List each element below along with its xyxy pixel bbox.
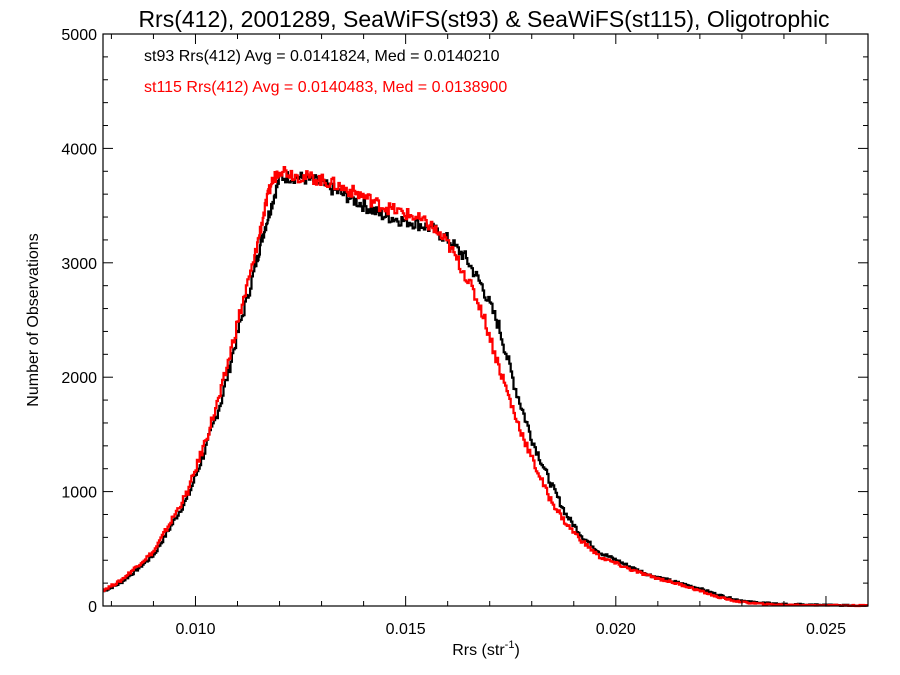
x-tick-label: 0.015: [386, 621, 426, 638]
x-axis-label-main: Rrs (str: [452, 642, 505, 659]
series-line-st93: [103, 171, 868, 607]
series-line-st115: [103, 166, 868, 608]
chart-title: Rrs(412), 2001289, SeaWiFS(st93) & SeaWi…: [138, 6, 829, 32]
x-axis: 0.010 0.015 0.020 0.025: [110, 34, 869, 638]
st115-stats-annotation: st115 Rrs(412) Avg = 0.0140483, Med = 0.…: [144, 79, 507, 96]
plot-area: [102, 33, 869, 608]
y-axis: 0 1000 2000 3000 4000 5000: [61, 27, 868, 616]
series-layer: [103, 166, 868, 608]
y-tick-label: 0: [88, 599, 97, 616]
x-tick-label: 0.020: [596, 621, 636, 638]
y-tick-label: 2000: [61, 370, 97, 387]
y-tick-label: 4000: [61, 141, 97, 158]
x-axis-label: Rrs (str-1): [452, 639, 520, 659]
y-tick-label: 5000: [61, 27, 97, 44]
st93-stats-annotation: st93 Rrs(412) Avg = 0.0141824, Med = 0.0…: [144, 48, 500, 65]
y-axis-label: Number of Observations: [25, 233, 42, 406]
x-axis-label-end: ): [514, 642, 519, 659]
x-tick-label: 0.010: [175, 621, 215, 638]
x-tick-label: 0.025: [806, 621, 846, 638]
y-tick-label: 3000: [61, 256, 97, 273]
y-tick-label: 1000: [61, 485, 97, 502]
x-axis-label-superscript: -1: [505, 639, 515, 651]
plot-frame: [102, 33, 869, 607]
